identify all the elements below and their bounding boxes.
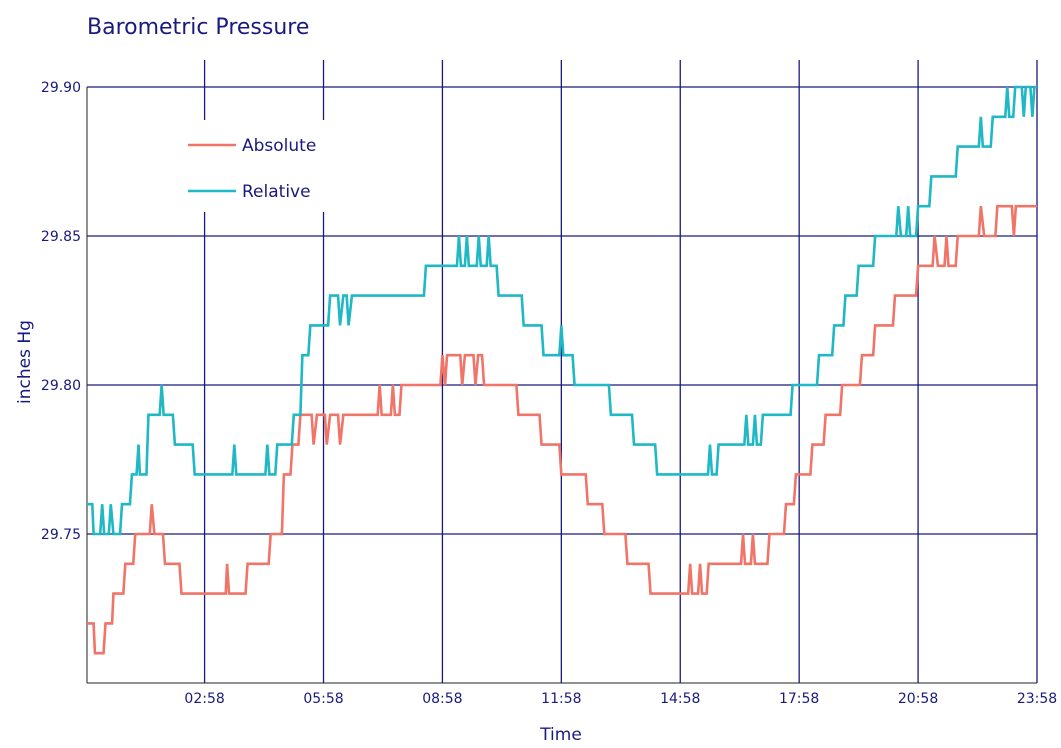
- legend: Absolute Relative: [170, 120, 340, 212]
- y-tick-label: 29.75: [41, 527, 81, 543]
- x-tick-label: 05:58: [303, 691, 343, 707]
- x-tick-label: 20:58: [898, 691, 938, 707]
- series-line-relative: [87, 85, 1037, 536]
- x-tick-label: 17:58: [779, 691, 819, 707]
- legend-background: [170, 120, 340, 212]
- x-tick-label: 14:58: [660, 691, 700, 707]
- chart-title: Barometric Pressure: [87, 15, 309, 40]
- series-layer: [87, 85, 1037, 655]
- x-tick-label: 11:58: [541, 691, 581, 707]
- y-tick-label: 29.90: [41, 80, 81, 96]
- x-tick-label: 08:58: [422, 691, 462, 707]
- x-axis-label: Time: [539, 725, 582, 745]
- y-axis-label: inches Hg: [15, 320, 35, 404]
- y-tick-label: 29.85: [41, 229, 81, 245]
- tick-labels: 29.75 29.80 29.85 29.90 02:58 05:58 08:58 11:58…: [41, 80, 1057, 707]
- series-line-absolute: [87, 204, 1037, 655]
- y-tick-label: 29.80: [41, 378, 81, 394]
- x-tick-label: 02:58: [184, 691, 224, 707]
- legend-label-absolute: Absolute: [242, 136, 316, 156]
- x-tick-label: 23:58: [1017, 691, 1057, 707]
- axes-layer: [86, 87, 1037, 684]
- legend-label-relative: Relative: [242, 182, 311, 202]
